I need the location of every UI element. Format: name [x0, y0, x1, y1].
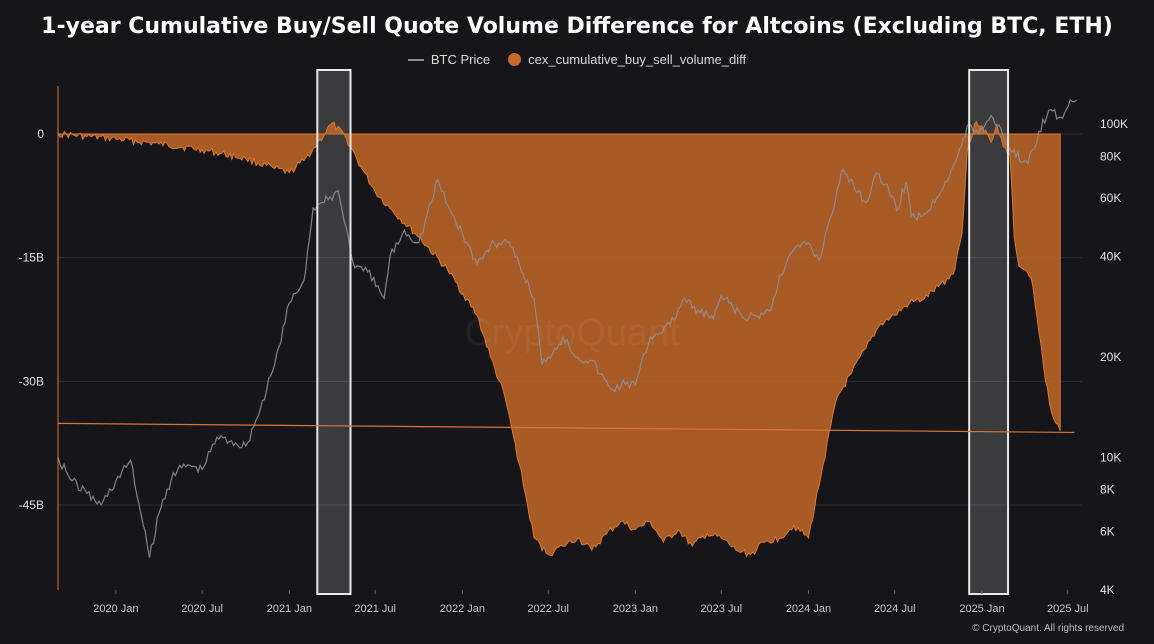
- right-tick-label: 4K: [1100, 583, 1115, 597]
- circle-swatch-icon: [508, 53, 522, 66]
- legend: BTC Price cex_cumulative_buy_sell_volume…: [0, 52, 1154, 67]
- right-tick-label: 6K: [1100, 524, 1115, 538]
- volume-diff-area: [57, 120, 1061, 558]
- x-tick-label: 2024 Jan: [786, 603, 831, 615]
- x-tick-label: 2021 Jul: [354, 603, 396, 615]
- copyright-footer: © CryptoQuant. All rights reserved: [972, 623, 1124, 634]
- btc-price-line: [57, 98, 1078, 558]
- x-tick-label: 2023 Jan: [613, 603, 658, 615]
- right-tick-label: 60K: [1100, 191, 1121, 205]
- watermark: CryptoQuant: [464, 312, 680, 354]
- x-tick-label: 2021 Jan: [267, 603, 312, 615]
- x-tick-label: 2022 Jul: [527, 603, 569, 615]
- left-tick-label: -30B: [19, 374, 44, 388]
- x-tick-label: 2024 Jul: [874, 603, 916, 615]
- chart-title: 1-year Cumulative Buy/Sell Quote Volume …: [41, 14, 1113, 39]
- legend-item-btc-price[interactable]: BTC Price: [407, 52, 491, 67]
- x-tick-label: 2020 Jan: [93, 603, 138, 615]
- highlight-box: [968, 69, 1010, 595]
- left-tick-label: 0: [37, 127, 44, 141]
- left-tick-label: -45B: [19, 498, 44, 512]
- axes: 0 -15B -30B -45B 100K 80K 60K 40K 20K 10K 8K 6K 4K 20…: [19, 86, 1128, 615]
- btc-price-line-layer: [57, 98, 1078, 558]
- legend-label-btc-price: BTC Price: [430, 52, 491, 67]
- trend-line-layer: [57, 422, 1075, 434]
- x-tick-label: 2022 Jan: [440, 603, 485, 615]
- x-tick-label: 2025 Jul: [1047, 603, 1089, 615]
- right-tick-label: 10K: [1100, 450, 1121, 464]
- right-tick-label: 40K: [1100, 250, 1121, 264]
- left-tick-label: -15B: [19, 251, 44, 265]
- trend-line: [57, 422, 1075, 434]
- right-tick-label: 8K: [1100, 483, 1115, 497]
- highlight-backgrounds: [317, 70, 1009, 594]
- highlight-box: [316, 69, 352, 595]
- highlight-region: [317, 70, 351, 594]
- highlight-region: [969, 70, 1009, 594]
- line-swatch-icon: [407, 58, 424, 61]
- x-tick-label: 2025 Jan: [959, 603, 1004, 615]
- volume-diff-area-layer: [57, 120, 1061, 558]
- x-tick-label: 2023 Jul: [700, 603, 742, 615]
- right-tick-label: 20K: [1100, 350, 1121, 364]
- legend-item-volume-diff[interactable]: cex_cumulative_buy_sell_volume_diff: [508, 52, 746, 67]
- right-tick-label: 80K: [1100, 149, 1121, 163]
- right-tick-label: 100K: [1100, 117, 1128, 131]
- highlight-borders: [316, 69, 1010, 595]
- x-tick-label: 2020 Jul: [181, 603, 223, 615]
- legend-label-volume-diff: cex_cumulative_buy_sell_volume_diff: [528, 52, 747, 67]
